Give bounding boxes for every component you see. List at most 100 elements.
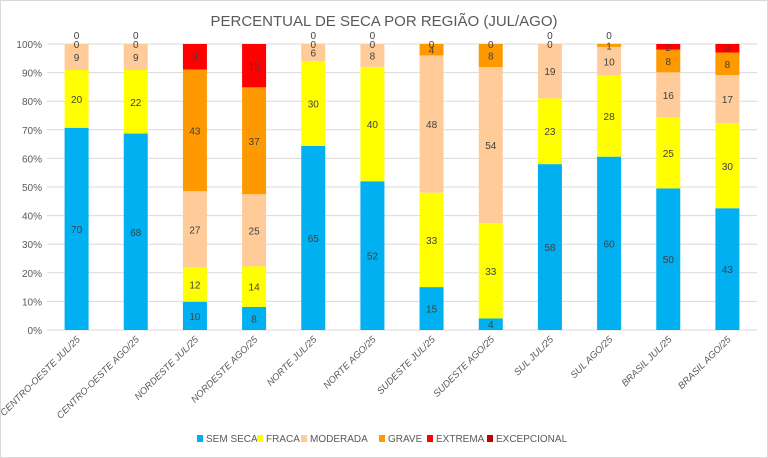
bar-segment bbox=[242, 87, 267, 195]
bar-segment bbox=[123, 70, 148, 134]
bar-segment bbox=[360, 181, 385, 330]
data-label: 54 bbox=[485, 141, 497, 152]
y-tick-label: 0% bbox=[28, 326, 43, 337]
data-label: 0 bbox=[488, 40, 494, 51]
bar-segment bbox=[656, 49, 681, 73]
data-label: 1 bbox=[606, 41, 612, 52]
data-label: 17 bbox=[722, 95, 734, 106]
data-label: 8 bbox=[370, 51, 376, 62]
data-label: 0 bbox=[74, 40, 80, 51]
data-label: 9 bbox=[133, 53, 139, 64]
bar-segment bbox=[597, 46, 622, 76]
data-label: 4 bbox=[488, 320, 494, 331]
data-label: 37 bbox=[249, 137, 261, 148]
bar-segment bbox=[656, 117, 681, 189]
x-tick-label: NORTE AGO/25 bbox=[321, 334, 379, 392]
data-label: 25 bbox=[663, 149, 675, 160]
x-tick-label: SUDESTE AGO/25 bbox=[431, 334, 497, 400]
bar-segment bbox=[301, 60, 326, 146]
legend-label: EXCEPCIONAL bbox=[496, 434, 568, 445]
legend-swatch bbox=[379, 435, 385, 442]
bar-segment bbox=[360, 66, 385, 182]
data-label: 0 bbox=[310, 40, 316, 51]
data-label: 50 bbox=[663, 255, 675, 266]
bar-segment bbox=[478, 223, 503, 319]
bar-segment bbox=[182, 267, 207, 302]
bar-segment bbox=[182, 191, 207, 268]
y-tick-label: 30% bbox=[22, 240, 42, 251]
bar-segment bbox=[597, 75, 622, 157]
y-tick-label: 50% bbox=[22, 183, 42, 194]
bar-segment bbox=[64, 44, 89, 70]
data-label: 27 bbox=[189, 225, 201, 236]
bar-segment bbox=[478, 318, 503, 330]
bar-segment bbox=[597, 156, 622, 330]
legend-swatch bbox=[427, 435, 433, 442]
x-tick-label: BRASIL AGO/25 bbox=[676, 334, 734, 392]
x-tick-label: BRASIL JUL/25 bbox=[620, 334, 675, 389]
x-tick-label: SUL JUL/25 bbox=[512, 334, 556, 378]
data-label: 8 bbox=[488, 52, 494, 63]
x-tick-label: NORDESTE JUL/25 bbox=[133, 334, 202, 403]
bar-segment bbox=[715, 208, 740, 330]
bar-segment bbox=[242, 44, 267, 88]
bar-segment bbox=[715, 123, 740, 209]
data-label: 43 bbox=[189, 126, 201, 137]
data-label: 8 bbox=[251, 314, 257, 325]
data-label: 60 bbox=[604, 239, 616, 250]
data-label: 23 bbox=[544, 127, 556, 138]
bar-segment bbox=[597, 44, 622, 47]
legend-label: SEM SECA bbox=[206, 434, 258, 445]
y-tick-label: 20% bbox=[22, 269, 42, 280]
data-label: 9 bbox=[74, 53, 80, 64]
data-label: 4 bbox=[429, 46, 435, 57]
y-tick-label: 90% bbox=[22, 69, 42, 80]
legend-swatch bbox=[487, 435, 493, 442]
data-label: 68 bbox=[130, 228, 142, 239]
data-label: 40 bbox=[367, 120, 379, 131]
data-label: 30 bbox=[308, 99, 320, 110]
legend-label: MODERADA bbox=[310, 434, 368, 445]
legend-swatch bbox=[301, 435, 307, 442]
bar-segment bbox=[419, 44, 444, 56]
bar-segment bbox=[64, 70, 89, 128]
y-tick-label: 60% bbox=[22, 154, 42, 165]
data-label: 33 bbox=[485, 267, 497, 278]
bar-segment bbox=[419, 55, 444, 193]
y-tick-label: 70% bbox=[22, 126, 42, 137]
legend-label: FRACA bbox=[266, 434, 300, 445]
data-label: 0 bbox=[310, 31, 316, 42]
data-label: 2 bbox=[665, 43, 671, 54]
bar-segment bbox=[123, 44, 148, 70]
data-label: 48 bbox=[426, 120, 438, 131]
bar-segment bbox=[123, 133, 148, 330]
data-label: 0 bbox=[370, 31, 376, 42]
legend-swatch bbox=[197, 435, 203, 442]
bar-segment bbox=[360, 44, 385, 67]
bar-segment bbox=[182, 44, 207, 70]
x-tick-label: SUL AGO/25 bbox=[569, 334, 616, 381]
bar-segment bbox=[242, 266, 267, 307]
bar-segment bbox=[715, 75, 740, 124]
data-label: 20 bbox=[71, 95, 83, 106]
data-label: 16 bbox=[663, 91, 675, 102]
bar-segment bbox=[419, 287, 444, 330]
bar-segment bbox=[715, 44, 740, 53]
bar-segment bbox=[478, 67, 503, 224]
x-tick-label: SUDESTE JUL/25 bbox=[375, 334, 438, 397]
data-label: 8 bbox=[725, 60, 731, 71]
y-tick-label: 40% bbox=[22, 212, 42, 223]
data-label: 10 bbox=[604, 57, 616, 68]
bar-segment bbox=[419, 192, 444, 288]
data-label: 3 bbox=[725, 44, 731, 55]
bar-segment bbox=[242, 194, 267, 267]
bar-segment bbox=[182, 69, 207, 192]
data-label: 22 bbox=[130, 98, 142, 109]
data-label: 12 bbox=[189, 281, 201, 292]
bar-segment bbox=[242, 306, 267, 330]
data-label: 65 bbox=[308, 234, 320, 245]
data-label: 30 bbox=[722, 162, 734, 173]
data-label: 0 bbox=[547, 40, 553, 51]
data-label: 10 bbox=[189, 312, 201, 323]
data-label: 43 bbox=[722, 265, 734, 276]
